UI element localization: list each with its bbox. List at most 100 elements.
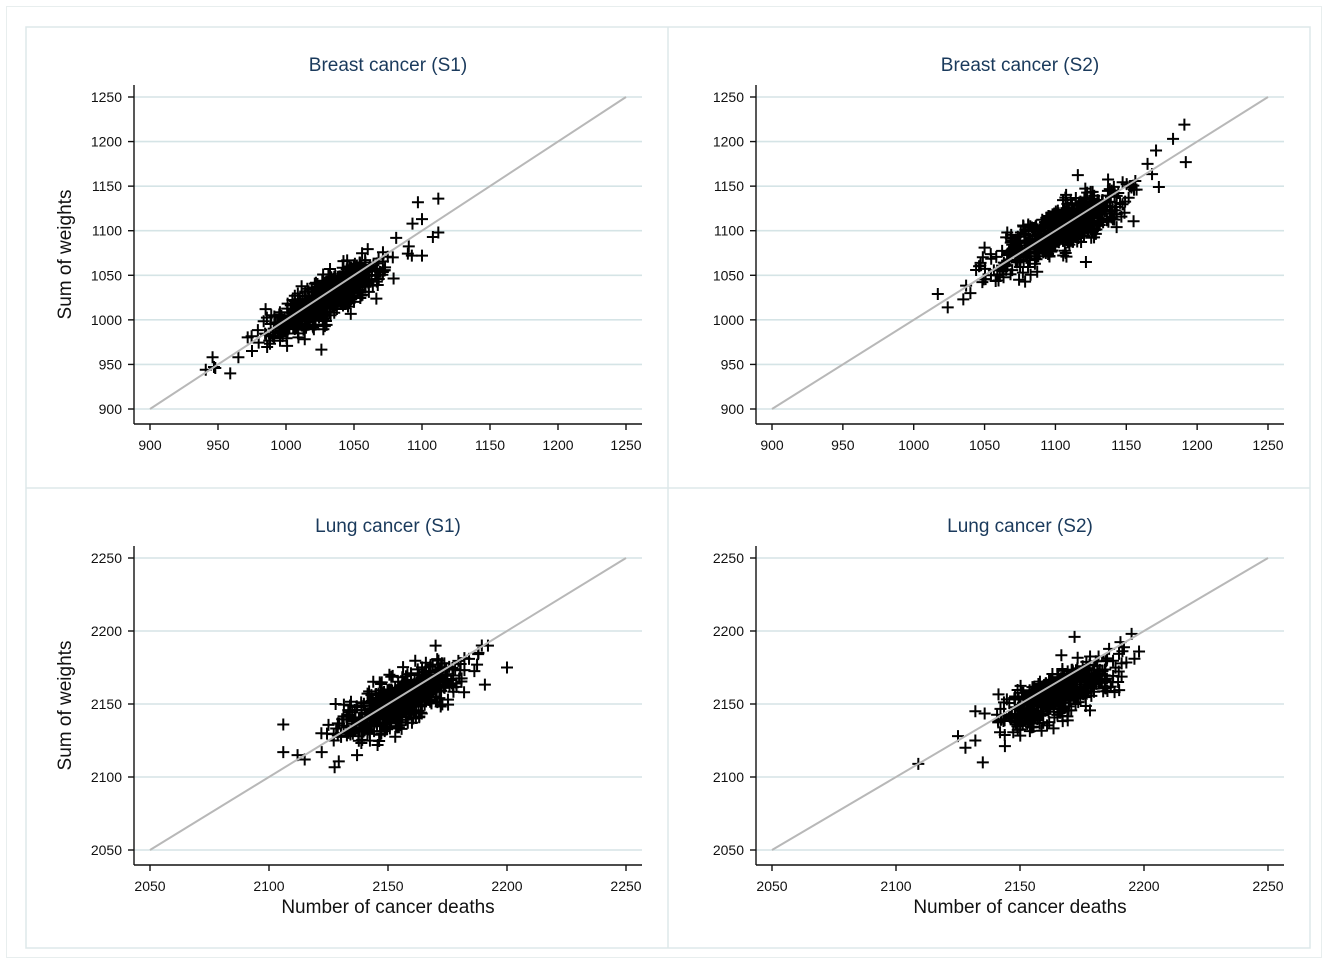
data-point xyxy=(1024,268,1037,281)
x-tick-label: 1250 xyxy=(1252,437,1283,453)
data-point xyxy=(1016,266,1029,279)
data-point xyxy=(206,351,219,364)
data-point xyxy=(985,252,998,265)
data-point xyxy=(1042,247,1055,260)
data-point xyxy=(373,719,386,732)
panel-1: Breast cancer (S1) 900 950 1000 1050 1100 1150… xyxy=(55,55,642,453)
data-point xyxy=(1073,228,1086,241)
data-point xyxy=(1000,231,1013,244)
data-points xyxy=(912,627,1146,770)
data-point xyxy=(295,280,308,293)
data-point xyxy=(1128,652,1141,665)
data-point xyxy=(1086,677,1099,690)
data-point xyxy=(257,315,270,328)
data-point xyxy=(1078,680,1091,693)
y-tick-label: 2250 xyxy=(713,550,744,566)
data-point xyxy=(409,654,422,667)
data-point xyxy=(1071,651,1084,664)
data-point xyxy=(224,367,237,380)
data-point xyxy=(398,677,411,690)
data-point xyxy=(978,241,991,254)
data-point xyxy=(1070,685,1083,698)
x-tick-label: 1000 xyxy=(898,437,929,453)
data-point xyxy=(1103,207,1116,220)
data-point xyxy=(1085,689,1098,702)
data-point xyxy=(232,351,245,364)
data-point xyxy=(277,746,290,759)
data-point xyxy=(1025,221,1038,234)
data-point xyxy=(361,243,374,256)
data-point xyxy=(291,287,304,300)
reference-line xyxy=(149,557,627,851)
data-point xyxy=(1065,220,1078,233)
data-point xyxy=(1110,221,1123,234)
data-point xyxy=(351,749,364,762)
data-point xyxy=(397,661,410,674)
data-point xyxy=(310,300,323,313)
panel-4: Lung cancer (S2) 2050 2100 2150 2200 2250 2050… xyxy=(713,516,1284,918)
data-point xyxy=(359,280,372,293)
data-point xyxy=(422,665,435,678)
data-point xyxy=(401,716,414,729)
data-point xyxy=(246,345,258,358)
data-point xyxy=(400,710,413,723)
data-point xyxy=(330,303,343,316)
data-point xyxy=(1043,674,1056,687)
data-point xyxy=(992,688,1005,701)
data-point xyxy=(371,279,384,292)
data-points xyxy=(277,639,513,774)
data-points xyxy=(931,118,1192,314)
data-point xyxy=(346,706,359,719)
y-tick-label: 2150 xyxy=(713,696,744,712)
data-point xyxy=(964,287,977,300)
data-point xyxy=(1100,214,1113,227)
data-point xyxy=(1152,181,1165,194)
data-point xyxy=(1026,721,1039,734)
data-point xyxy=(1082,219,1095,232)
data-point xyxy=(266,330,279,343)
data-point xyxy=(1006,244,1019,257)
data-point xyxy=(348,295,361,308)
data-point xyxy=(320,301,333,314)
data-point xyxy=(1055,649,1068,662)
data-point xyxy=(1017,219,1030,232)
data-point xyxy=(323,284,336,297)
data-point xyxy=(1023,246,1036,259)
data-point xyxy=(363,734,376,747)
data-point xyxy=(342,300,355,313)
x-tick-label: 900 xyxy=(760,437,784,453)
data-point xyxy=(1049,213,1062,226)
data-point xyxy=(426,658,439,671)
data-point xyxy=(1035,695,1048,708)
panel-2: Breast cancer (S2) 900 950 1000 1050 1100 1150… xyxy=(713,55,1284,453)
data-point xyxy=(1061,710,1074,723)
y-tick-label: 1200 xyxy=(713,134,744,150)
y-tick-label: 1000 xyxy=(91,312,122,328)
y-tick-label: 1200 xyxy=(91,134,122,150)
y-tick-label: 2100 xyxy=(91,769,122,785)
data-point xyxy=(292,331,305,344)
data-point xyxy=(1108,686,1121,699)
data-point xyxy=(432,226,445,239)
x-tick-label: 2150 xyxy=(372,878,403,894)
y-tick-label: 2200 xyxy=(713,623,744,639)
data-point xyxy=(329,698,342,710)
data-point xyxy=(259,303,272,316)
data-point xyxy=(350,700,363,713)
data-point xyxy=(1083,704,1096,717)
data-point xyxy=(1092,211,1105,224)
data-point xyxy=(1009,255,1022,268)
data-point xyxy=(341,254,354,267)
data-point xyxy=(251,324,264,337)
data-point xyxy=(974,259,987,272)
data-point xyxy=(1094,673,1107,686)
data-point xyxy=(1059,230,1072,243)
data-point xyxy=(998,740,1011,753)
panel-title: Breast cancer (S1) xyxy=(309,55,467,76)
data-point xyxy=(308,277,321,290)
data-point xyxy=(471,658,484,671)
data-point xyxy=(1031,713,1044,726)
data-point xyxy=(298,313,311,326)
data-point xyxy=(1041,697,1054,710)
data-point xyxy=(293,297,306,310)
